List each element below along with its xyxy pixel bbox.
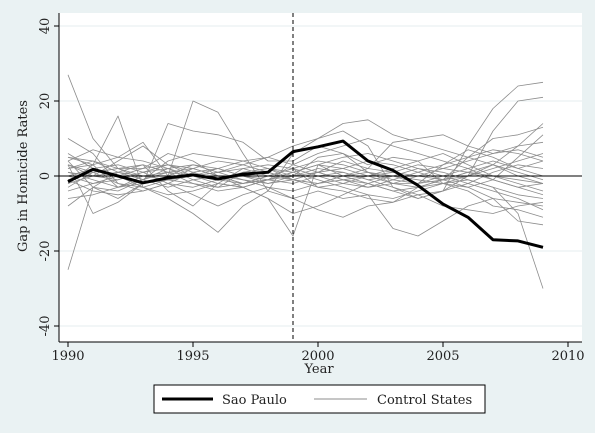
y-axis-title: Gap in Homicide Rates xyxy=(16,100,31,252)
control-state-line xyxy=(67,153,544,192)
sao-paulo-series xyxy=(67,139,544,249)
control-state-line xyxy=(67,141,544,188)
y-tick-label: -40 xyxy=(38,316,53,337)
x-tick-label: 2000 xyxy=(301,349,334,364)
control-state-line xyxy=(67,160,544,188)
axes: -40 -20 0 20 40 1990 1995 2000 2005 2010 xyxy=(38,13,585,364)
control-state-line xyxy=(67,81,544,237)
control-state-line xyxy=(67,160,544,192)
y-tick-label: 40 xyxy=(38,18,53,35)
x-tick-label: 1995 xyxy=(176,349,209,364)
reference-lines xyxy=(59,13,582,342)
legend-label-control-states: Control States xyxy=(377,393,472,408)
y-tick-label: 0 xyxy=(38,172,53,180)
control-state-line xyxy=(67,115,544,237)
legend: Sao Paulo Control States xyxy=(153,384,486,414)
control-state-line xyxy=(67,149,544,188)
control-state-line xyxy=(67,149,544,188)
control-state-line xyxy=(67,164,544,188)
x-tick-label: 1990 xyxy=(51,349,84,364)
y-tick-label: -20 xyxy=(38,241,53,262)
legend-label-sao-paulo: Sao Paulo xyxy=(222,393,287,408)
gridlines xyxy=(59,25,582,327)
x-tick-label: 2010 xyxy=(551,349,584,364)
control-state-line xyxy=(67,123,544,214)
x-tick-label: 2005 xyxy=(426,349,459,364)
sao-paulo-line xyxy=(67,139,544,249)
y-tick-label: 20 xyxy=(38,93,53,110)
x-axis-title: Year xyxy=(303,362,334,377)
control-state-line xyxy=(67,119,544,184)
control-state-line xyxy=(67,138,544,196)
control-state-line xyxy=(67,153,544,214)
